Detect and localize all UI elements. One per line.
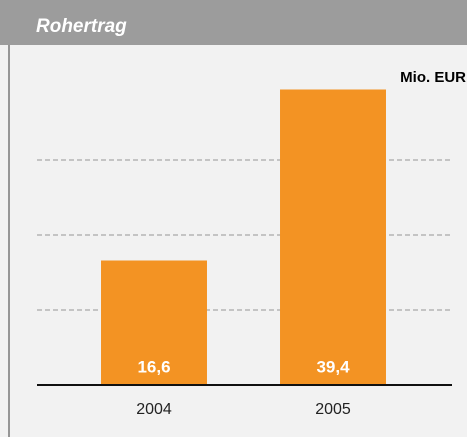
bar xyxy=(101,260,207,385)
x-tick-label: 2005 xyxy=(315,401,351,418)
value-label: 39,4 xyxy=(316,357,350,376)
chart-title: Rohertrag xyxy=(36,16,127,37)
unit-label: Mio. EUR xyxy=(400,69,466,86)
value-label: 16,6 xyxy=(137,357,170,376)
x-tick-label: 2004 xyxy=(136,401,172,418)
header-bar xyxy=(0,0,467,45)
bar xyxy=(280,89,386,385)
